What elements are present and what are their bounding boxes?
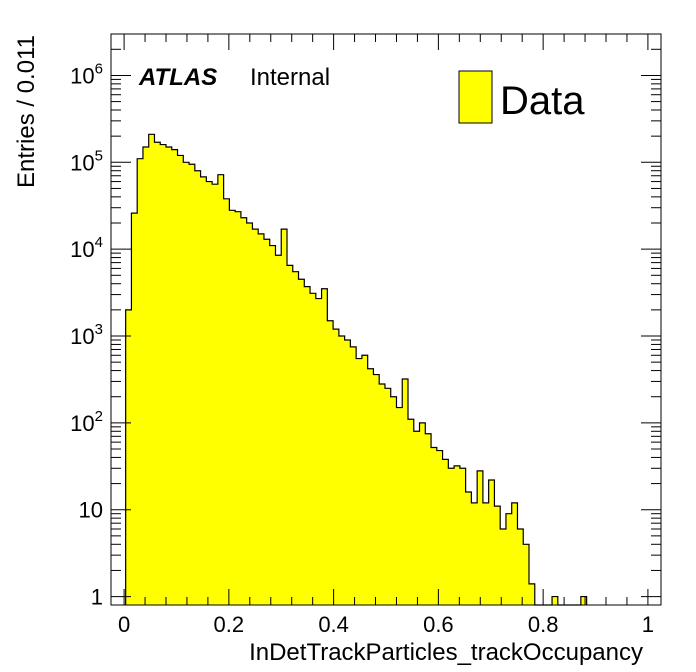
- histogram-bar: [436, 450, 443, 605]
- histogram-layer: [125, 133, 588, 606]
- histogram-bar: [206, 181, 213, 606]
- histogram-bar: [125, 309, 132, 605]
- histogram-bar: [442, 459, 449, 605]
- y-tick-label: 102: [70, 408, 103, 436]
- x-tick-label: 1: [642, 612, 654, 637]
- histogram-bar: [333, 329, 340, 605]
- histogram-bar: [327, 320, 334, 605]
- x-tick-label: 0.6: [423, 612, 454, 637]
- histogram-bar: [390, 396, 397, 605]
- histogram-bar: [511, 502, 518, 605]
- histogram-bar: [235, 211, 242, 605]
- histogram-bar: [183, 162, 190, 606]
- histogram-bar: [246, 223, 253, 605]
- histogram-bar: [373, 374, 380, 605]
- y-tick-label: 1: [91, 585, 103, 610]
- histogram-bar: [454, 465, 461, 605]
- histogram-bar: [200, 176, 207, 605]
- x-tick-label: 0.2: [214, 612, 245, 637]
- status-label: Internal: [250, 64, 330, 91]
- histogram-bar: [505, 513, 513, 605]
- histogram-bar: [189, 164, 196, 605]
- y-tick-label: 105: [70, 147, 103, 175]
- histogram-bar: [350, 346, 357, 605]
- histogram-bar: [408, 419, 415, 605]
- y-tick-label: 106: [70, 60, 103, 88]
- histogram-bar: [252, 229, 259, 605]
- histogram-bar: [212, 184, 219, 605]
- histogram-bar: [148, 134, 155, 605]
- histogram-bar: [263, 239, 271, 606]
- legend: Data: [458, 70, 585, 124]
- histogram-bar: [465, 491, 472, 605]
- y-tick-label: 10: [79, 498, 103, 523]
- histogram-bar: [517, 528, 524, 605]
- histogram-bar: [459, 468, 467, 605]
- histogram-bar: [529, 583, 536, 605]
- histogram-bar: [361, 355, 369, 605]
- histogram-bar: [304, 286, 311, 605]
- histogram-bar: [166, 147, 173, 606]
- histogram-bar: [240, 217, 248, 606]
- x-axis-ticks: 0 0.2 0.4 0.6 0.8 1: [118, 34, 654, 637]
- histogram-bar: [171, 149, 178, 605]
- histogram-bar: [494, 506, 501, 605]
- y-tick-label: 104: [70, 234, 103, 262]
- y-axis-ticks: 1 10 102 103 104 105 106: [70, 33, 661, 610]
- histogram-bar: [367, 368, 374, 605]
- histogram-bar: [344, 339, 351, 605]
- histogram-bar: [142, 147, 150, 606]
- histogram-bar: [160, 144, 167, 605]
- y-axis-label: Entries / 0.011: [13, 35, 40, 188]
- histogram-bar: [131, 213, 138, 605]
- histogram-bar: [281, 229, 288, 605]
- x-axis-label: InDetTrackParticles_trackOccupancy: [249, 639, 643, 666]
- histogram-bar: [292, 271, 299, 605]
- legend-swatch: [458, 70, 493, 124]
- histogram-bar: [471, 502, 478, 605]
- x-tick-label: 0.4: [318, 612, 349, 637]
- histogram-bar: [477, 470, 484, 605]
- histogram-bar: [379, 384, 386, 605]
- histogram-bar: [384, 388, 392, 605]
- histogram-bar: [425, 433, 432, 605]
- legend-label: Data: [500, 79, 585, 123]
- histogram-bar: [298, 279, 305, 605]
- histogram-bar: [315, 298, 322, 605]
- histogram-bar: [269, 245, 276, 605]
- histogram-bar: [413, 431, 420, 605]
- histogram-bar: [194, 170, 201, 605]
- histogram-bar: [137, 158, 144, 605]
- histogram-bar: [482, 502, 490, 605]
- histogram-bar: [431, 447, 438, 605]
- histogram-bar: [287, 265, 294, 605]
- histogram-outline: [125, 133, 588, 606]
- histogram-bar: [177, 155, 184, 605]
- histogram-bar: [356, 358, 363, 605]
- histogram-bar: [580, 596, 588, 605]
- plot-frame: [110, 33, 662, 606]
- histogram-bar: [448, 468, 455, 605]
- histogram-bar: [500, 528, 507, 605]
- x-tick-label: 0.8: [528, 612, 559, 637]
- histogram-bar: [488, 479, 495, 605]
- histogram-bar: [154, 142, 161, 605]
- histogram-bar: [223, 198, 230, 605]
- x-tick-label: 0: [118, 612, 130, 637]
- histogram-bar: [275, 255, 282, 606]
- histogram-bar: [402, 378, 409, 605]
- histogram-bar: [229, 210, 236, 605]
- histogram-bar: [419, 422, 426, 605]
- histogram-bar: [552, 596, 559, 605]
- histogram-bar: [396, 407, 403, 605]
- histogram-bar: [523, 544, 530, 605]
- histogram-bar: [258, 233, 265, 605]
- histogram-bar: [321, 288, 328, 605]
- histogram-bar: [338, 336, 346, 605]
- histogram-bar: [310, 293, 317, 605]
- atlas-label: ATLAS: [138, 64, 217, 91]
- y-tick-label: 103: [70, 321, 103, 349]
- histogram-bar: [217, 174, 225, 606]
